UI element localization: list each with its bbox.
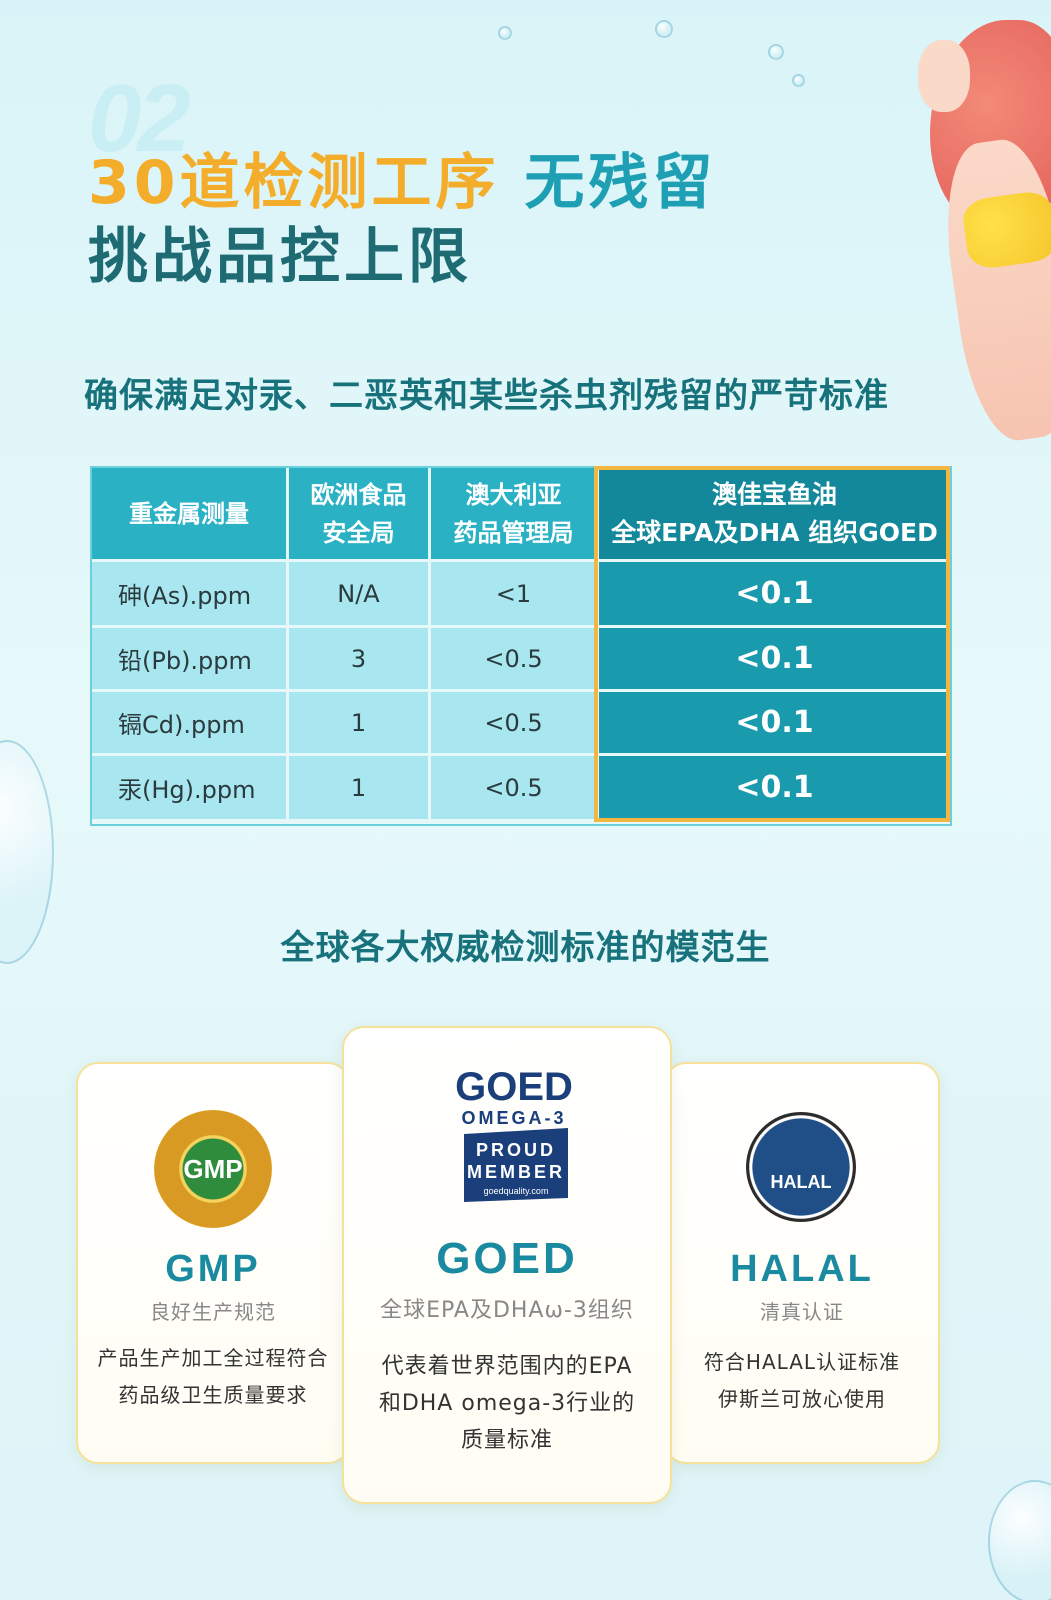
card-description-line: 产品生产加工全过程符合 <box>97 1346 329 1370</box>
card-name: GOED <box>436 1234 578 1283</box>
table-header-cell: 重金属测量 <box>92 468 286 559</box>
svg-text:MEMBER: MEMBER <box>467 1162 565 1182</box>
svg-text:goedquality.com: goedquality.com <box>484 1186 549 1196</box>
svg-text:PROUD: PROUD <box>476 1140 556 1160</box>
table-header-cell: 澳佳宝鱼油全球EPA及DHA 组织GOED <box>599 468 950 559</box>
swimmer-swimsuit <box>960 189 1051 271</box>
table-cell: 3 <box>289 628 428 689</box>
table-cell: <0.1 <box>599 756 950 819</box>
certification-card-goed: GOED 全球EPA及DHAω-3组织 代表着世界范围内的EPA 和DHA om… <box>342 1026 672 1504</box>
card-description-line: 符合HALAL认证标准 <box>703 1350 901 1374</box>
section-number: 02 <box>88 65 191 172</box>
bubble-decoration <box>988 1480 1051 1600</box>
table-row-label: 铅(Pb).ppm <box>92 628 286 689</box>
card-description: 产品生产加工全过程符合 药品级卫生质量要求 <box>78 1340 348 1414</box>
table-cell: N/A <box>289 562 428 625</box>
swimmer-body <box>934 133 1051 447</box>
gmp-logo-text: GMP <box>183 1153 243 1184</box>
section-title: 全球各大权威检测标准的模范生 <box>280 928 771 968</box>
card-description: 符合HALAL认证标准 伊斯兰可放心使用 <box>666 1344 938 1418</box>
card-name: HALAL <box>730 1248 874 1290</box>
swimmer-face <box>918 40 970 112</box>
card-description-line: 代表着世界范围内的EPA <box>381 1354 633 1379</box>
table-header-line: 澳大利亚 <box>465 480 562 509</box>
page-title-line2: 挑战品控上限 <box>88 222 472 292</box>
certification-card-gmp: GMP GMP 良好生产规范 产品生产加工全过程符合 药品级卫生质量要求 <box>76 1062 350 1464</box>
bubble-decoration <box>498 26 512 40</box>
subtitle: 确保满足对汞、二恶英和某些杀虫剂残留的严苛标准 <box>84 376 889 416</box>
gmp-badge-icon: GMP <box>154 1110 272 1228</box>
page-title-line1: 30道检测工序 无残留 <box>88 134 716 221</box>
halal-logo-text: HALAL <box>770 1171 832 1192</box>
table-cell: <0.5 <box>431 756 596 819</box>
table-cell: <0.1 <box>599 628 950 689</box>
certification-card-halal: HALAL HALAL 清真认证 符合HALAL认证标准 伊斯兰可放心使用 <box>664 1062 940 1464</box>
card-subtitle: 全球EPA及DHAω-3组织 <box>380 1298 634 1323</box>
card-subtitle: 清真认证 <box>760 1300 844 1324</box>
table-header-line: 药品管理局 <box>453 518 574 547</box>
bubble-decoration <box>792 74 805 87</box>
title-highlight-teal: 无残留 <box>524 148 717 218</box>
card-description-line: 和DHA omega-3行业的 <box>378 1391 636 1416</box>
table-row-label: 砷(As).ppm <box>92 562 286 625</box>
table-header-line: 安全局 <box>322 518 395 547</box>
card-description: 代表着世界范围内的EPA 和DHA omega-3行业的 质量标准 <box>344 1348 670 1459</box>
card-description-line: 伊斯兰可放心使用 <box>718 1387 886 1411</box>
table-header-cell: 澳大利亚 药品管理局 <box>431 468 596 559</box>
goed-member-logo-icon: GOED OMEGA-3 PROUD MEMBER goedquality.co… <box>456 1065 572 1202</box>
table-cell: <1 <box>431 562 596 625</box>
goed-logo-text: GOED <box>456 1065 572 1109</box>
title-highlight-orange: 30道检测工序 <box>88 148 500 218</box>
table-cell: <0.5 <box>431 628 596 689</box>
table-header-cell: 欧洲食品 安全局 <box>289 468 428 559</box>
table-cell: 1 <box>289 692 428 753</box>
table-cell: <0.5 <box>431 692 596 753</box>
card-description-line: 药品级卫生质量要求 <box>118 1383 308 1407</box>
bubble-decoration <box>655 20 673 38</box>
table-row-label: 汞(Hg).ppm <box>92 756 286 819</box>
bubble-decoration <box>768 44 784 60</box>
card-subtitle: 良好生产规范 <box>150 1300 276 1324</box>
table-cell: 1 <box>289 756 428 819</box>
comparison-table: 重金属测量 欧洲食品 安全局 澳大利亚 药品管理局 澳佳宝鱼油 全球EPA及DHA 组织GO… <box>90 466 952 826</box>
table-header-line: 澳佳宝鱼油 <box>711 479 837 509</box>
svg-text:OMEGA-3: OMEGA-3 <box>461 1108 566 1128</box>
table-cell: <0.1 <box>599 692 950 753</box>
table-header-line: 欧洲食品 <box>310 480 407 509</box>
table-header-line: 全球EPA及DHA 组织GOED <box>611 517 938 547</box>
table-row-label: 镉Cd).ppm <box>92 692 286 753</box>
table-cell: <0.1 <box>599 562 950 625</box>
table-header-line: 重金属测量 <box>129 499 249 528</box>
halal-badge-icon: HALAL <box>746 1112 856 1222</box>
card-description-line: 质量标准 <box>460 1428 553 1453</box>
card-name: GMP <box>165 1248 261 1290</box>
